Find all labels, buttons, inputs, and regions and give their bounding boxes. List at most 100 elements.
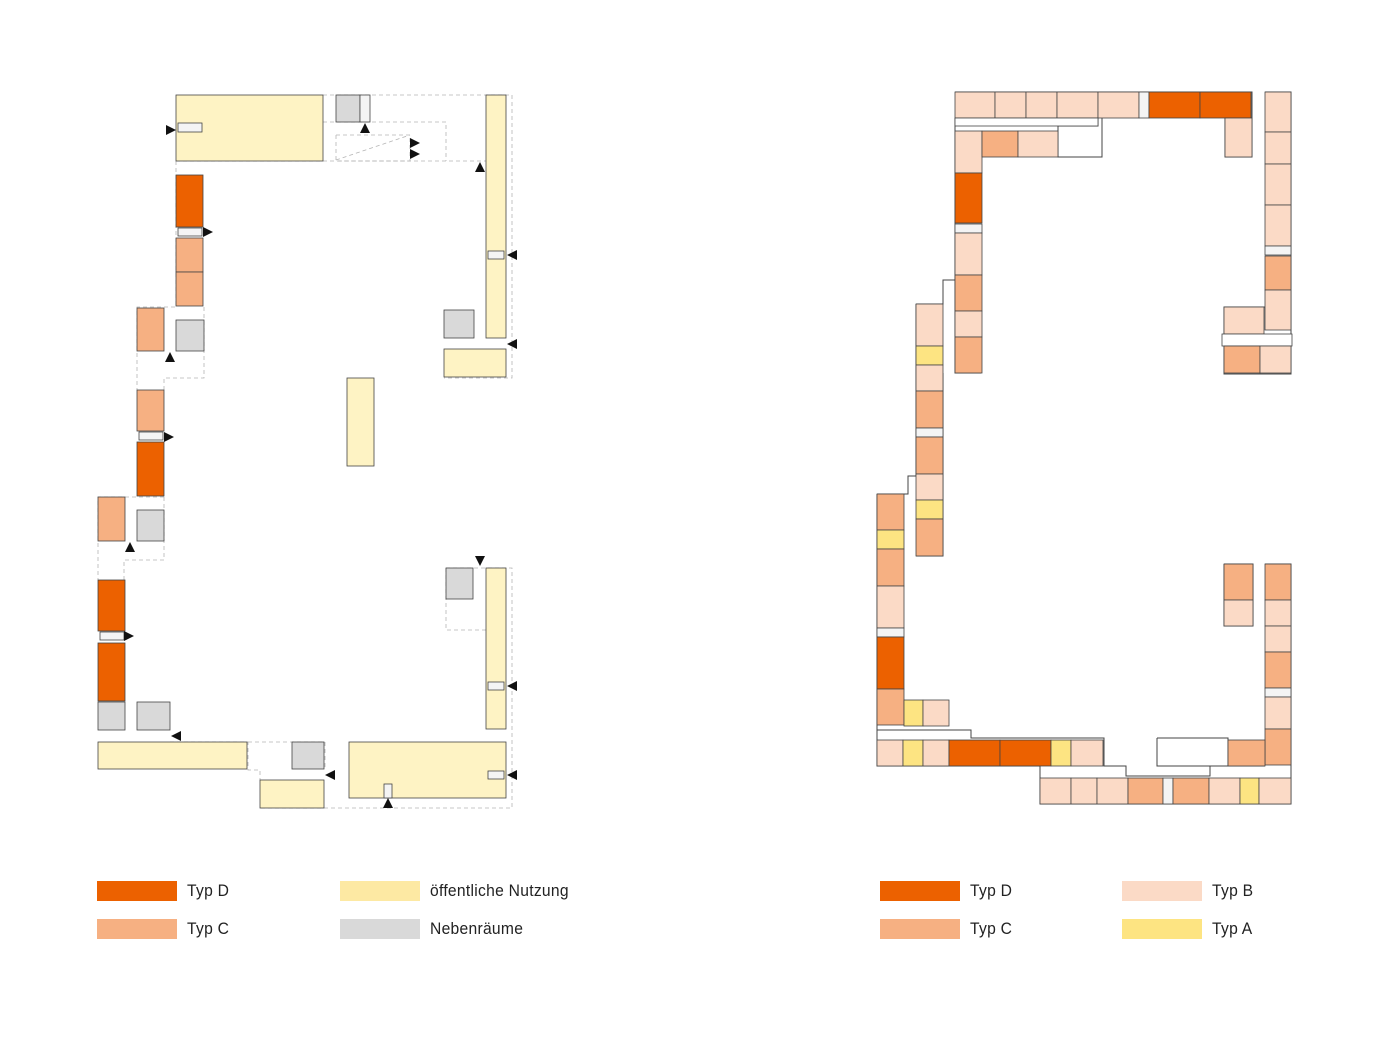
room-public-use [259,779,325,809]
room-typ-c [175,271,204,307]
legend-label-typ-b: Typ B [1212,881,1254,900]
legend-swatch-typ-d [97,881,177,901]
room-typ-c [1264,255,1292,291]
legend-label-ancillary: Nebenräume [430,919,524,938]
room-typ-b [915,473,944,501]
circulation-outline [248,741,326,770]
room-typ-b [1264,696,1292,730]
room-typ-c [954,336,983,374]
core-element [383,783,393,799]
room-typ-a [902,739,924,767]
room-typ-b [1264,91,1292,133]
core-element [138,431,164,441]
entrance-arrow-icon [507,250,517,260]
entrance-arrow-icon [164,432,174,442]
room-typ-c [1227,739,1266,767]
room-public-use [485,567,507,730]
room-typ-b [915,364,944,392]
open-space [954,117,1099,127]
room-typ-b [1208,777,1241,805]
room-typ-b [1025,91,1058,119]
core-element [177,122,203,133]
entrance-arrow-icon [507,681,517,691]
corridor-outline [877,729,1265,777]
core-element [954,223,983,234]
room-typ-b [876,585,905,629]
open-space [1221,333,1293,347]
room-typ-c [876,688,905,726]
room-typ-b [1070,777,1098,805]
room-typ-b [1264,599,1292,627]
room-typ-b [1017,130,1059,158]
legend-label-public-use: öffentliche Nutzung [430,881,569,900]
legend-label-typ-d: Typ D [187,881,230,900]
entrance-arrow-icon [507,770,517,780]
core-element [487,681,505,691]
right-floor-plan-apartment-types [876,91,1293,805]
room-ancillary [445,567,474,600]
room-typ-c [915,518,944,557]
room-typ-c [1264,728,1292,766]
room-typ-b [1039,777,1072,805]
entrance-arrow-icon [507,339,517,349]
entrance-arrow-icon [475,162,485,172]
room-public-use [485,94,507,339]
room-typ-b [1264,131,1292,165]
room-typ-c [915,436,944,475]
room-public-use [443,348,507,378]
entrance-arrow-icon [125,542,135,552]
room-public-use [346,377,375,467]
room-public-use [97,741,248,770]
legend-swatch-ancillary [340,919,420,939]
legend-left: Typ D Typ C öffentliche Nutzung Nebenräu… [97,880,617,950]
room-ancillary [291,741,325,770]
room-typ-d [175,174,204,228]
room-typ-d [948,739,1001,767]
room-typ-c [915,390,944,429]
room-typ-b [876,739,904,767]
legend-label-typ-c: Typ C [187,919,230,938]
room-typ-b [1264,204,1292,247]
circulation-outline [323,121,447,161]
room-typ-b [954,232,983,276]
room-typ-d [97,579,126,632]
room-ancillary [335,94,361,123]
room-typ-b [1258,777,1292,805]
room-ancillary [443,309,475,339]
room-ancillary [175,319,205,352]
room-typ-d [999,739,1052,767]
core-element [99,631,125,641]
room-typ-b [1223,306,1265,335]
room-typ-b [1264,163,1292,206]
room-typ-c [1264,563,1292,601]
core-element [487,250,505,260]
legend-swatch-typ-a [1122,919,1202,939]
room-typ-b [954,130,983,174]
legend-swatch-typ-c [97,919,177,939]
core-element [1264,245,1292,256]
room-typ-c [1223,563,1254,601]
room-typ-c [981,130,1019,158]
room-typ-b [1259,345,1292,374]
room-typ-c [136,389,165,432]
room-typ-d [97,642,126,702]
room-typ-b [954,310,983,338]
room-typ-a [915,499,944,520]
core-element [876,627,905,638]
room-typ-b [1056,91,1099,119]
core-element [177,227,203,237]
core-element [1138,91,1150,119]
circulation-outline [335,134,411,162]
room-typ-b [1097,91,1140,119]
entrance-arrow-icon [410,138,420,148]
legend-swatch-typ-d [880,881,960,901]
room-typ-c [97,496,126,542]
entrance-arrow-icon [166,125,176,135]
room-typ-c [1127,777,1164,805]
room-typ-a [1050,739,1072,767]
core-element [487,770,505,780]
room-typ-d [1148,91,1201,119]
core-element [915,427,944,438]
room-typ-d [1199,91,1252,119]
entrance-arrow-icon [325,770,335,780]
